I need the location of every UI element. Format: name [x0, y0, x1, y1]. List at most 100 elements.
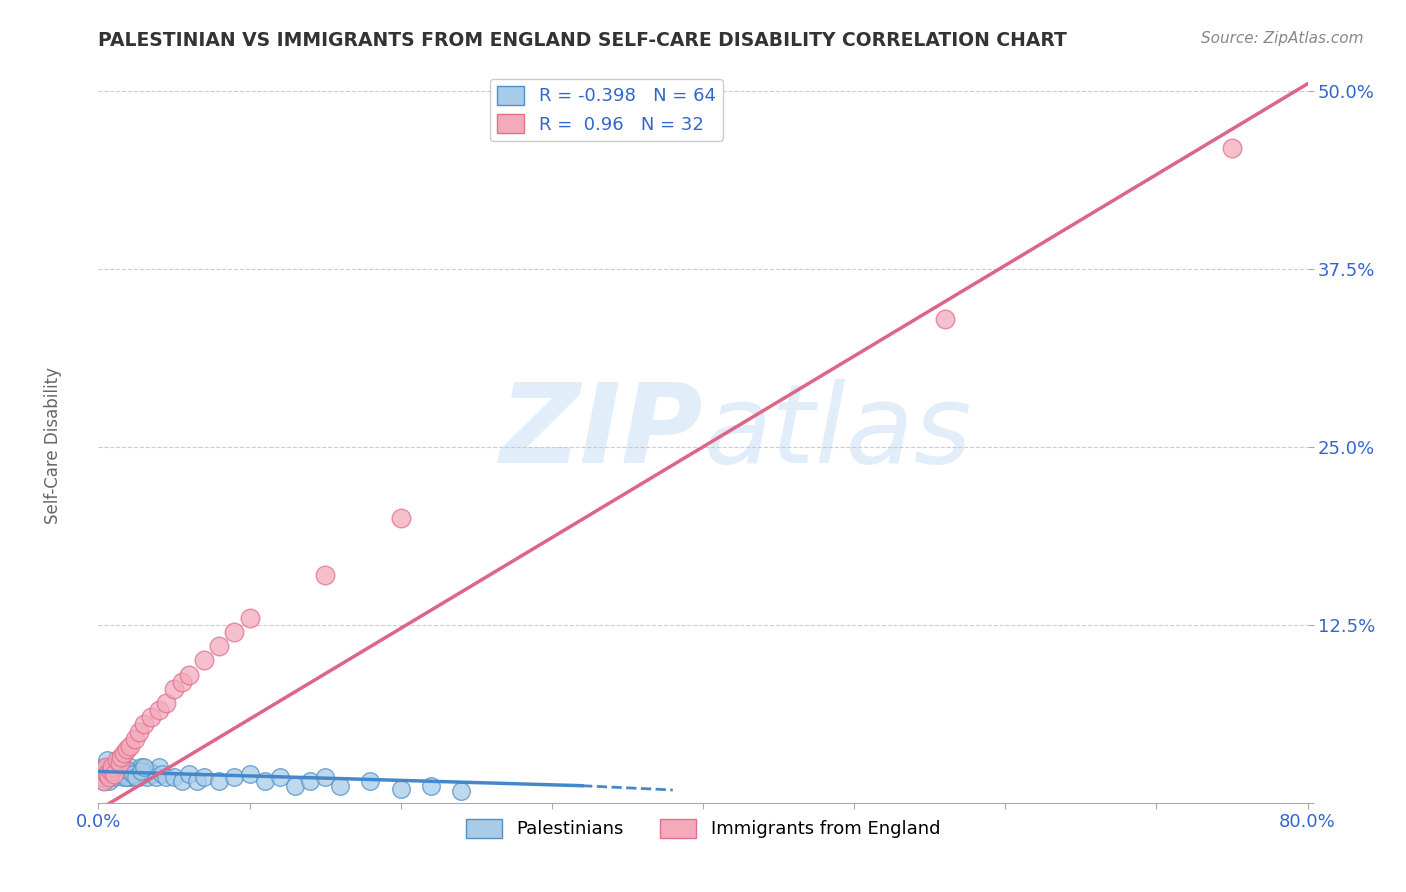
Point	[155, 770, 177, 784]
Point	[115, 767, 138, 781]
Point	[124, 731, 146, 746]
Point	[129, 764, 152, 779]
Point	[105, 767, 128, 781]
Text: atlas: atlas	[703, 379, 972, 486]
Point	[125, 770, 148, 784]
Point	[100, 760, 122, 774]
Text: Self-Care Disability: Self-Care Disability	[45, 368, 62, 524]
Point	[135, 770, 157, 784]
Point	[253, 774, 276, 789]
Point	[132, 717, 155, 731]
Point	[360, 774, 382, 789]
Point	[224, 770, 246, 784]
Point	[329, 779, 352, 793]
Point	[121, 767, 143, 781]
Point	[148, 760, 170, 774]
Point	[94, 760, 117, 774]
Text: Source: ZipAtlas.com: Source: ZipAtlas.com	[1201, 31, 1364, 46]
Point	[208, 774, 231, 789]
Point	[148, 703, 170, 717]
Point	[110, 767, 132, 781]
Point	[93, 770, 115, 784]
Point	[389, 781, 412, 796]
Point	[128, 770, 150, 784]
Point	[114, 764, 136, 779]
Point	[108, 756, 131, 770]
Point	[100, 764, 122, 779]
Point	[239, 767, 262, 781]
Point	[91, 764, 114, 779]
Point	[284, 779, 307, 793]
Point	[120, 760, 142, 774]
Point	[101, 764, 124, 779]
Point	[150, 767, 173, 781]
Point	[91, 774, 114, 789]
Point	[101, 760, 124, 774]
Point	[314, 770, 336, 784]
Point	[141, 710, 163, 724]
Point	[170, 774, 193, 789]
Point	[93, 774, 115, 789]
Point	[105, 753, 128, 767]
Text: ZIP: ZIP	[499, 379, 703, 486]
Point	[115, 741, 138, 756]
Point	[1220, 141, 1243, 155]
Point	[179, 767, 201, 781]
Point	[105, 760, 128, 774]
Point	[103, 764, 125, 779]
Point	[118, 770, 141, 784]
Point	[139, 764, 162, 779]
Point	[163, 681, 186, 696]
Point	[110, 764, 132, 779]
Legend: Palestinians, Immigrants from England: Palestinians, Immigrants from England	[458, 812, 948, 846]
Point	[98, 770, 121, 784]
Point	[127, 764, 149, 779]
Point	[155, 696, 177, 710]
Point	[110, 750, 132, 764]
Point	[142, 767, 165, 781]
Point	[90, 767, 112, 781]
Point	[193, 770, 215, 784]
Point	[128, 724, 150, 739]
Point	[179, 667, 201, 681]
Point	[112, 746, 135, 760]
Point	[163, 770, 186, 784]
Point	[420, 779, 443, 793]
Point	[112, 760, 135, 774]
Point	[193, 653, 215, 667]
Point	[96, 767, 118, 781]
Point	[98, 770, 121, 784]
Point	[145, 770, 167, 784]
Point	[101, 767, 124, 781]
Point	[108, 753, 131, 767]
Point	[91, 760, 114, 774]
Point	[224, 624, 246, 639]
Text: PALESTINIAN VS IMMIGRANTS FROM ENGLAND SELF-CARE DISABILITY CORRELATION CHART: PALESTINIAN VS IMMIGRANTS FROM ENGLAND S…	[98, 31, 1067, 50]
Point	[208, 639, 231, 653]
Point	[389, 511, 412, 525]
Point	[122, 770, 145, 784]
Point	[90, 770, 112, 784]
Point	[120, 739, 142, 753]
Point	[114, 770, 136, 784]
Point	[94, 764, 117, 779]
Point	[111, 770, 134, 784]
Point	[132, 760, 155, 774]
Point	[94, 767, 117, 781]
Point	[96, 753, 118, 767]
Point	[170, 674, 193, 689]
Point	[450, 784, 472, 798]
Point	[314, 568, 336, 582]
Point	[934, 311, 956, 326]
Point	[107, 760, 129, 774]
Point	[129, 760, 152, 774]
Point	[299, 774, 322, 789]
Point	[269, 770, 291, 784]
Point	[103, 767, 125, 781]
Point	[122, 767, 145, 781]
Point	[239, 610, 262, 624]
Point	[125, 767, 148, 781]
Point	[98, 774, 121, 789]
Point	[104, 770, 127, 784]
Point	[132, 767, 155, 781]
